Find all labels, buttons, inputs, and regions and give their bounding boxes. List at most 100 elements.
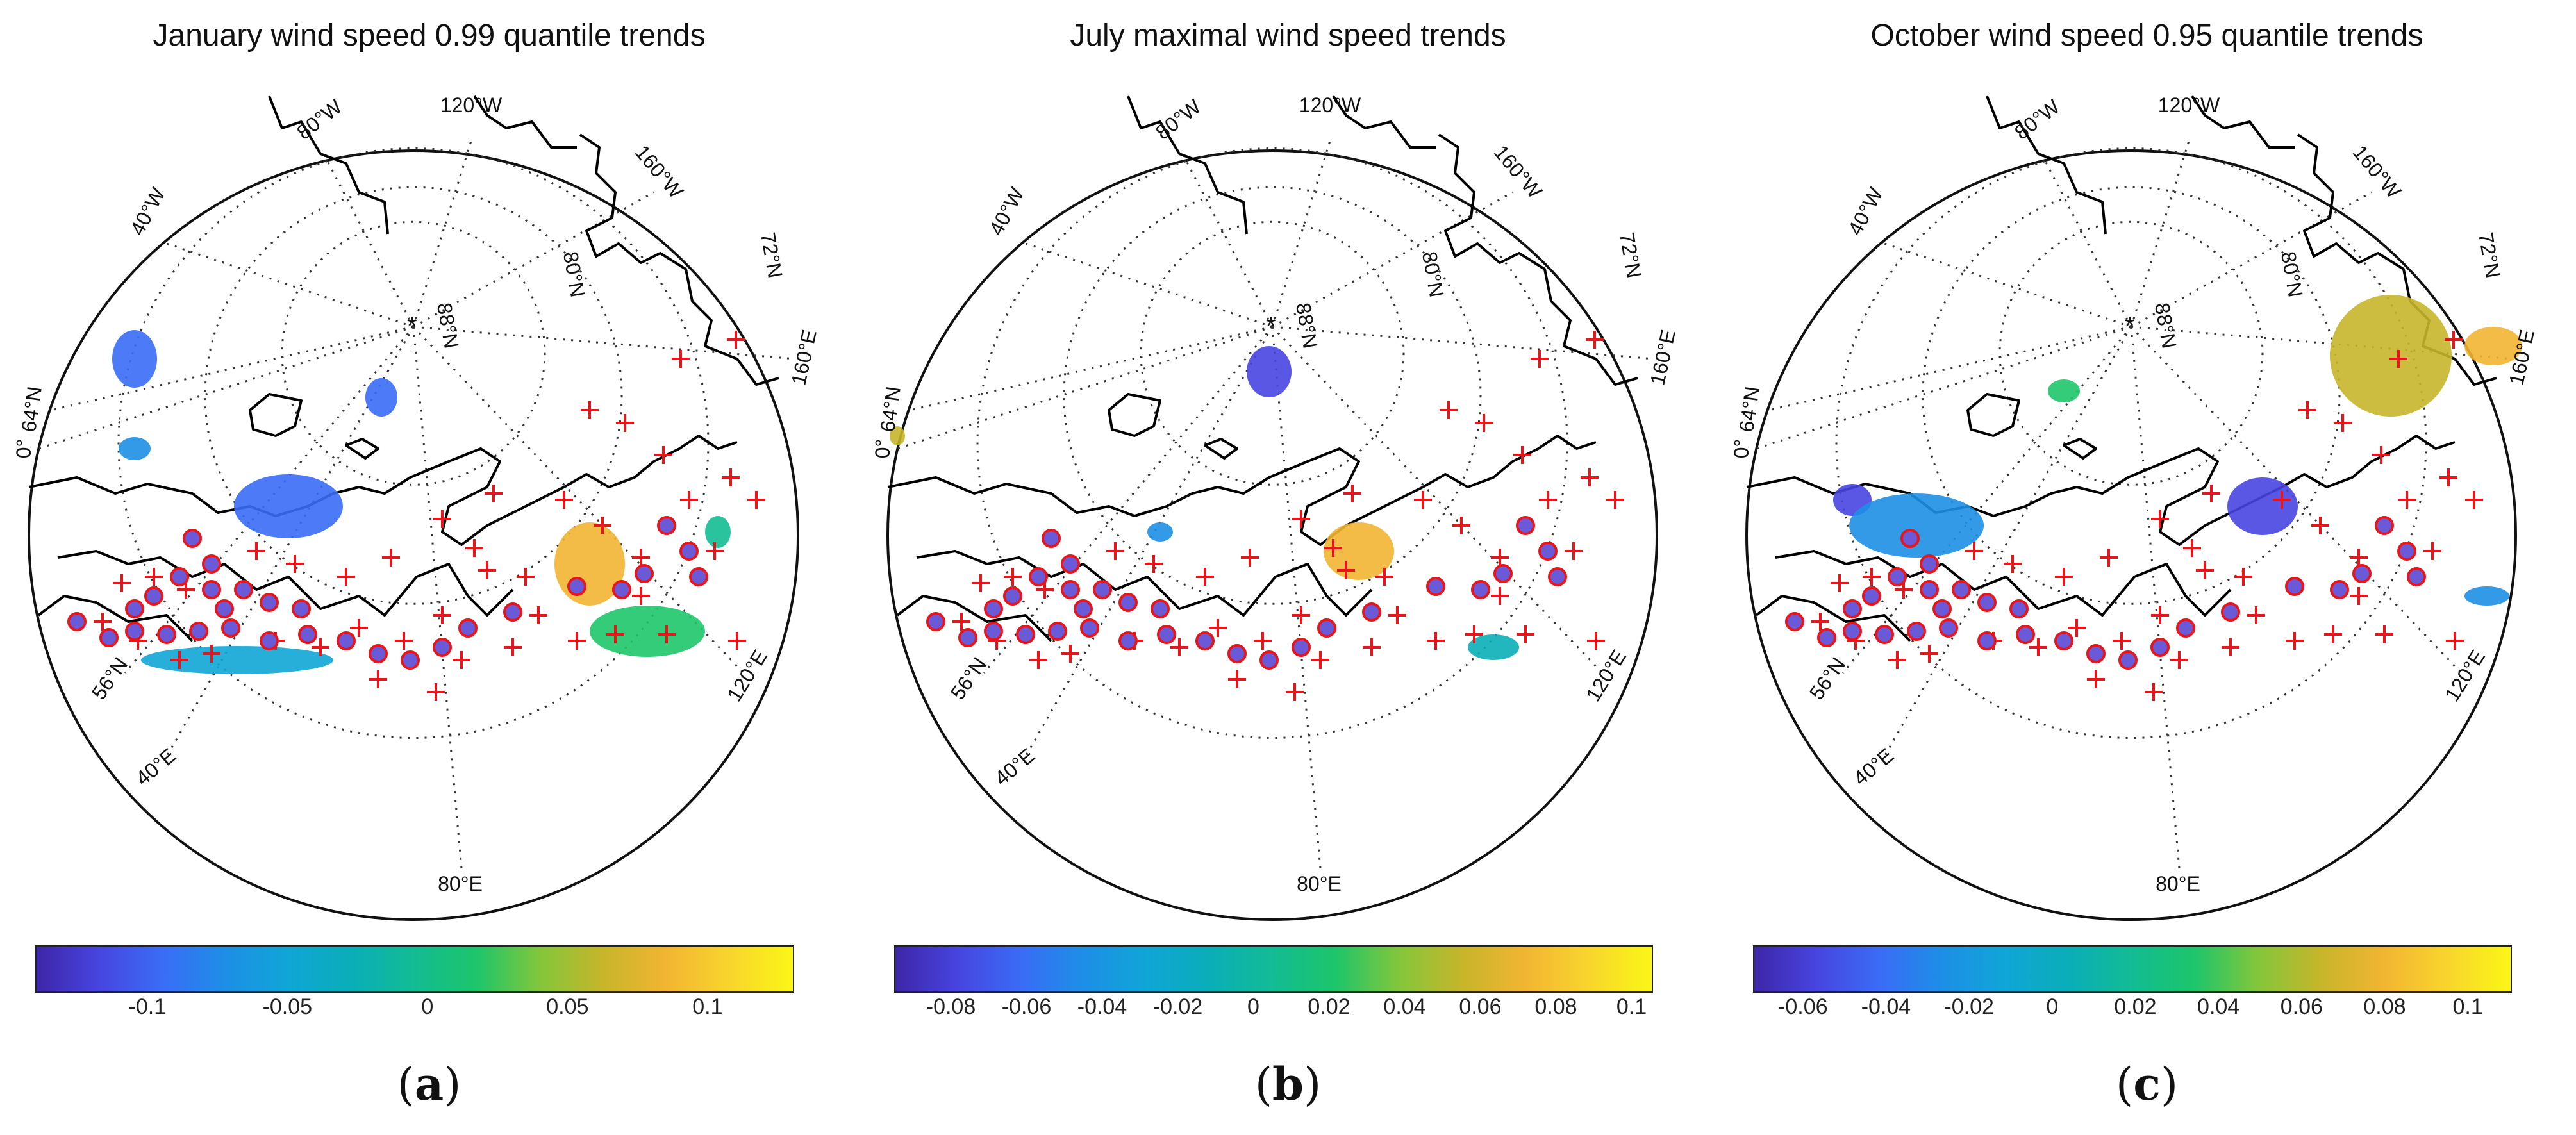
colorbar	[35, 945, 794, 993]
coastline	[1204, 438, 1238, 460]
station-cross-icon	[504, 638, 522, 656]
longitude-label: 160°W	[2348, 140, 2406, 203]
colorbar-tick-label: 0.05	[546, 995, 589, 1019]
longitude-label: 120°W	[2158, 94, 2220, 117]
longitude-label: 80°E	[2156, 872, 2200, 895]
coastline	[1438, 133, 1638, 386]
station-circle-icon	[1080, 618, 1099, 638]
station-circle-icon	[1118, 593, 1138, 612]
station-cross-icon	[1491, 549, 1509, 567]
station-cross-icon	[1209, 619, 1227, 637]
station-cross-icon	[2372, 446, 2390, 464]
station-cross-icon	[1343, 485, 1361, 502]
station-circle-icon	[1016, 625, 1035, 644]
station-cross-icon	[433, 510, 451, 528]
meridian-line	[897, 326, 1273, 450]
station-circle-icon	[1157, 625, 1176, 644]
coastline	[268, 95, 389, 235]
station-circle-icon	[189, 622, 208, 641]
station-cross-icon	[594, 517, 611, 534]
latitude-label: 72°N	[756, 231, 787, 280]
station-circle-icon	[202, 580, 221, 599]
colorbar-tick-label: 0.1	[692, 995, 723, 1019]
trend-patch	[2464, 586, 2509, 606]
colorbar	[1753, 945, 2512, 993]
station-cross-icon	[1337, 561, 1355, 579]
station-cross-icon	[680, 491, 698, 509]
station-cross-icon	[1375, 568, 1393, 586]
longitude-label: 0°	[871, 439, 894, 459]
station-cross-icon	[2439, 468, 2457, 486]
station-cross-icon	[337, 568, 355, 586]
station-cross-icon	[1586, 331, 1604, 349]
trend-patch	[1324, 522, 1394, 580]
longitude-label: 160°E	[787, 327, 821, 387]
station-cross-icon	[722, 468, 740, 486]
trend-patch	[590, 606, 705, 657]
station-cross-icon	[1324, 539, 1342, 557]
longitude-label: 40°W	[126, 183, 170, 239]
colorbar-ticks: -0.06 -0.04 -0.02 0 0.02 0.04 0.06 0.08 0.1	[1753, 995, 2509, 1033]
trend-patch	[890, 426, 905, 445]
station-cross-icon	[1311, 651, 1329, 669]
station-cross-icon	[2286, 632, 2304, 650]
longitude-label: 160°E	[1646, 327, 1680, 387]
longitude-label: 56°N	[87, 653, 133, 704]
station-cross-icon	[1004, 568, 1022, 586]
station-cross-icon	[2273, 491, 2291, 509]
station-cross-icon	[1196, 568, 1214, 586]
station-cross-icon	[658, 625, 676, 643]
station-cross-icon	[2055, 568, 2073, 586]
station-cross-icon	[2445, 331, 2463, 349]
station-cross-icon	[1581, 468, 1599, 486]
latitude-label: 80°N	[559, 250, 590, 299]
station-circle-icon	[1862, 586, 1881, 606]
station-circle-icon	[157, 625, 176, 644]
station-circle-icon	[1977, 593, 1997, 612]
station-cross-icon	[1587, 632, 1605, 650]
meridian-line	[51, 326, 414, 411]
station-circle-icon	[2009, 599, 2029, 618]
longitude-label: 40°E	[1849, 743, 1899, 790]
station-cross-icon	[972, 574, 990, 592]
station-cross-icon	[1539, 491, 1557, 509]
station-cross-icon	[2222, 638, 2239, 656]
colorbar-tick-label: 0	[2046, 995, 2059, 1019]
meridian-line	[1841, 326, 2132, 674]
longitude-label: 40°W	[1843, 183, 1888, 239]
station-cross-icon	[312, 638, 329, 656]
panel-label: (b)	[1254, 1057, 1322, 1111]
trend-patch	[2048, 379, 2080, 402]
colorbar-tick-label: 0.08	[2363, 995, 2406, 1019]
station-cross-icon	[2350, 587, 2368, 605]
colorbar-tick-label: 0.1	[2452, 995, 2483, 1019]
longitude-label: 40°E	[990, 743, 1040, 790]
station-circle-icon	[2407, 567, 2426, 586]
panel-label: (c)	[2115, 1057, 2179, 1111]
station-circle-icon	[926, 612, 945, 631]
station-cross-icon	[1517, 625, 1534, 643]
colorbar-tick-label: -0.04	[1077, 995, 1127, 1019]
station-cross-icon	[1254, 632, 1272, 650]
coastline	[345, 438, 379, 460]
station-cross-icon	[369, 670, 387, 688]
station-cross-icon	[203, 645, 220, 663]
station-circle-icon	[1151, 599, 1170, 618]
station-cross-icon	[2234, 568, 2252, 586]
station-cross-icon	[1241, 549, 1259, 567]
station-circle-icon	[689, 567, 708, 586]
station-cross-icon	[2465, 491, 2483, 509]
colorbar-tick-label: 0.04	[2197, 995, 2240, 1019]
station-circle-icon	[260, 631, 279, 650]
station-cross-icon	[1106, 542, 1124, 560]
station-circle-icon	[1920, 580, 1939, 599]
longitude-label: 120°E	[722, 646, 772, 706]
colorbar-tick-label: -0.02	[1152, 995, 1203, 1019]
station-circle-icon	[2285, 577, 2304, 596]
station-circle-icon	[1952, 580, 1971, 599]
station-cross-icon	[1811, 613, 1829, 631]
map-layer: * 80°W 120°W 40°W 160°W 64°N 0° 56°N 40°E 80°E 120…	[871, 94, 1680, 921]
station-circle-icon	[1362, 602, 1381, 622]
station-circle-icon	[2352, 564, 2372, 583]
latitude-label: 80°N	[2277, 250, 2307, 299]
